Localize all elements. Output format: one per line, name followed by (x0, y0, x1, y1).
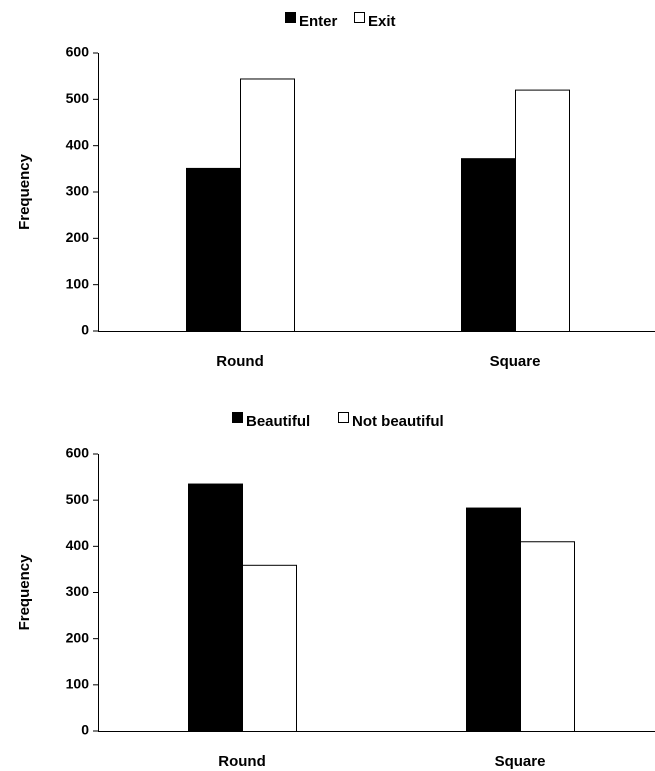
bar-round-beautiful (188, 483, 243, 732)
y-tick-label: 500 (66, 491, 90, 507)
y-tick-label: 400 (66, 136, 90, 152)
x-category-label: Round (216, 353, 263, 370)
legend-label-1: Beautiful (246, 413, 310, 430)
y-tick-label: 0 (81, 322, 89, 338)
legend-swatch-1 (232, 412, 243, 423)
y-tick-label: 400 (66, 537, 90, 553)
y-tick-label: 600 (66, 44, 90, 60)
legend-label-2: Exit (368, 13, 396, 30)
y-tick-label: 0 (81, 722, 89, 738)
bar-square-enter (461, 158, 516, 332)
x-category-label: Square (495, 753, 546, 770)
y-tick-label: 300 (66, 183, 90, 199)
legend-label-1: Enter (299, 13, 338, 30)
chart-1: Enter Exit Frequency 0 100 200 300 400 500 600 Rou… (16, 12, 655, 370)
legend-swatch-2 (354, 12, 365, 23)
y-tick-label: 300 (66, 583, 90, 599)
bar-square-exit (515, 89, 570, 332)
y-tick-label: 500 (66, 90, 90, 106)
y-tick-label: 100 (66, 676, 90, 692)
legend-swatch-1 (285, 12, 296, 23)
y-tick-label: 100 (66, 275, 90, 291)
y-axis-label: Frequency (16, 554, 33, 631)
y-axis-label: Frequency (16, 153, 33, 230)
y-tick-label: 200 (66, 629, 90, 645)
chart-2: Beautiful Not beautiful Frequency 0 100 200 30… (16, 412, 655, 770)
y-tick-label: 600 (66, 445, 90, 461)
bar-round-not-beautiful (242, 564, 297, 732)
bar-square-beautiful (466, 507, 521, 733)
y-tick-label: 200 (66, 229, 90, 245)
x-category-label: Round (218, 753, 265, 770)
bar-square-not-beautiful (520, 541, 575, 732)
legend-label-2: Not beautiful (352, 413, 444, 430)
bar-round-exit (240, 78, 295, 332)
x-category-label: Square (490, 353, 541, 370)
bar-round-enter (186, 167, 241, 332)
legend-swatch-2 (338, 412, 349, 423)
